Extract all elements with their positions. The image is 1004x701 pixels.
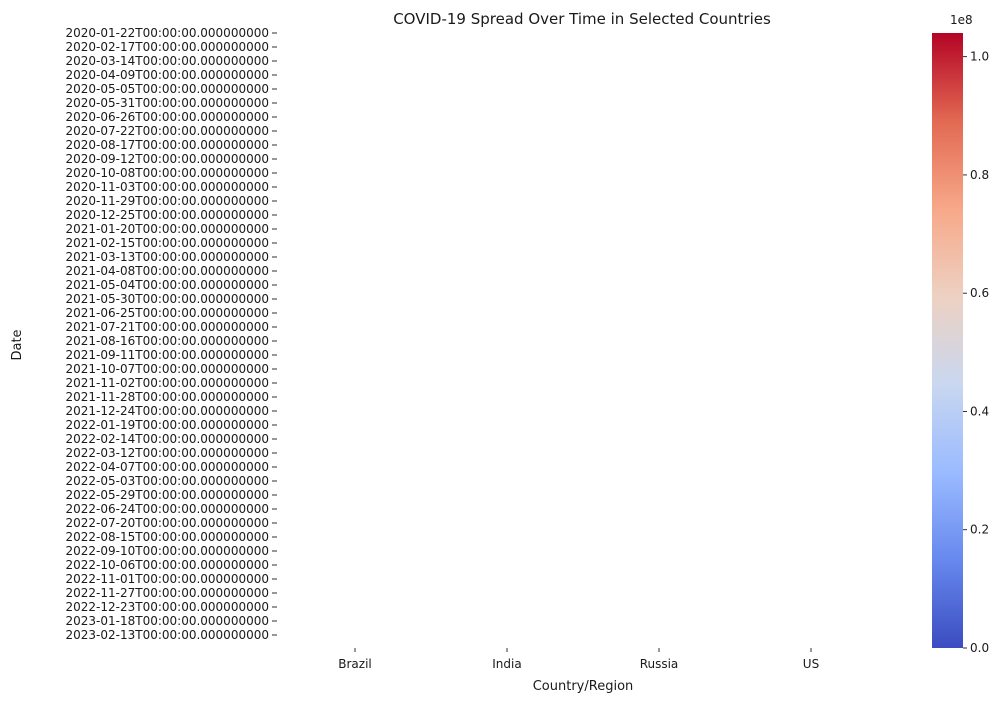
y-tick-label: 2020-11-03T00:00:00.000000000 (66, 180, 270, 194)
y-tick-label: 2022-05-03T00:00:00.000000000 (66, 474, 270, 488)
y-tick-label: 2020-02-17T00:00:00.000000000 (66, 40, 270, 54)
y-tick-label: 2022-02-14T00:00:00.000000000 (66, 432, 270, 446)
y-tick-label: 2022-11-27T00:00:00.000000000 (66, 586, 270, 600)
y-tick-label: 2020-01-22T00:00:00.000000000 (66, 26, 270, 40)
y-tick-label: 2021-04-08T00:00:00.000000000 (66, 264, 270, 278)
colorbar-ticks: 0.0 0.2 0.4 0.6 0.8 1.0 (963, 50, 989, 655)
y-tick-label: 2021-03-13T00:00:00.000000000 (66, 250, 270, 264)
x-axis-label: Country/Region (533, 679, 634, 694)
y-tick-label: 2020-10-08T00:00:00.000000000 (66, 166, 270, 180)
colorbar-tick-label: 0.6 (970, 286, 989, 300)
x-tick-label: Brazil (338, 657, 372, 671)
y-tick-label: 2020-08-17T00:00:00.000000000 (66, 138, 270, 152)
colorbar-tick-label: 0.2 (970, 523, 989, 537)
heatmap-cells-area (279, 33, 887, 648)
y-tick-label: 2020-11-29T00:00:00.000000000 (66, 194, 270, 208)
y-tick-label: 2023-01-18T00:00:00.000000000 (66, 614, 270, 628)
y-tick-label: 2022-07-20T00:00:00.000000000 (66, 516, 270, 530)
x-tick-label: Russia (640, 657, 679, 671)
x-tick-label: US (803, 657, 819, 671)
y-tick-label: 2020-03-14T00:00:00.000000000 (66, 54, 270, 68)
y-tick-label: 2020-05-05T00:00:00.000000000 (66, 82, 270, 96)
y-tick-label: 2022-11-01T00:00:00.000000000 (66, 572, 270, 586)
y-tick-label: 2022-03-12T00:00:00.000000000 (66, 446, 270, 460)
x-tick-label: India (492, 657, 521, 671)
y-tick-label: 2022-01-19T00:00:00.000000000 (66, 418, 270, 432)
y-tick-label: 2020-09-12T00:00:00.000000000 (66, 152, 270, 166)
colorbar-tick-label: 0.4 (970, 404, 989, 418)
y-tick-label: 2020-07-22T00:00:00.000000000 (66, 124, 270, 138)
y-tick-label: 2022-04-07T00:00:00.000000000 (66, 460, 270, 474)
y-tick-label: 2022-12-23T00:00:00.000000000 (66, 600, 270, 614)
y-tick-label: 2021-06-25T00:00:00.000000000 (66, 306, 270, 320)
y-axis-label: Date (10, 329, 25, 360)
y-tick-label: 2020-05-31T00:00:00.000000000 (66, 96, 270, 110)
y-tick-label: 2021-02-15T00:00:00.000000000 (66, 236, 270, 250)
y-tick-label: 2022-10-06T00:00:00.000000000 (66, 558, 270, 572)
y-tick-label: 2021-05-04T00:00:00.000000000 (66, 278, 270, 292)
y-tick-label: 2021-01-20T00:00:00.000000000 (66, 222, 270, 236)
y-axis-ticks: 2020-01-22T00:00:00.0000000002020-02-17T… (66, 26, 277, 642)
y-tick-label: 2021-05-30T00:00:00.000000000 (66, 292, 270, 306)
x-axis-ticks: Brazil India Russia US (338, 648, 819, 671)
y-tick-label: 2021-09-11T00:00:00.000000000 (66, 348, 270, 362)
y-tick-label: 2021-10-07T00:00:00.000000000 (66, 362, 270, 376)
colorbar: 0.0 0.2 0.4 0.6 0.8 1.0 1e8 (932, 13, 989, 655)
y-tick-label: 2021-11-28T00:00:00.000000000 (66, 390, 270, 404)
chart-title: COVID-19 Spread Over Time in Selected Co… (393, 10, 771, 28)
y-tick-label: 2020-04-09T00:00:00.000000000 (66, 68, 270, 82)
heatmap-plot-area (279, 33, 887, 648)
y-tick-label: 2020-12-25T00:00:00.000000000 (66, 208, 270, 222)
colorbar-offset-label: 1e8 (950, 13, 973, 27)
y-tick-label: 2022-09-10T00:00:00.000000000 (66, 544, 270, 558)
y-tick-label: 2022-05-29T00:00:00.000000000 (66, 488, 270, 502)
y-tick-label: 2021-12-24T00:00:00.000000000 (66, 404, 270, 418)
y-tick-label: 2020-06-26T00:00:00.000000000 (66, 110, 270, 124)
y-tick-label: 2021-11-02T00:00:00.000000000 (66, 376, 270, 390)
colorbar-tick-label: 1.0 (970, 50, 989, 64)
colorbar-tick-label: 0.8 (970, 168, 989, 182)
y-tick-label: 2021-07-21T00:00:00.000000000 (66, 320, 270, 334)
y-tick-label: 2022-08-15T00:00:00.000000000 (66, 530, 270, 544)
y-tick-label: 2021-08-16T00:00:00.000000000 (66, 334, 270, 348)
y-tick-label: 2022-06-24T00:00:00.000000000 (66, 502, 270, 516)
y-tick-label: 2023-02-13T00:00:00.000000000 (66, 628, 270, 642)
colorbar-tick-label: 0.0 (970, 641, 989, 655)
colorbar-gradient (932, 33, 963, 648)
